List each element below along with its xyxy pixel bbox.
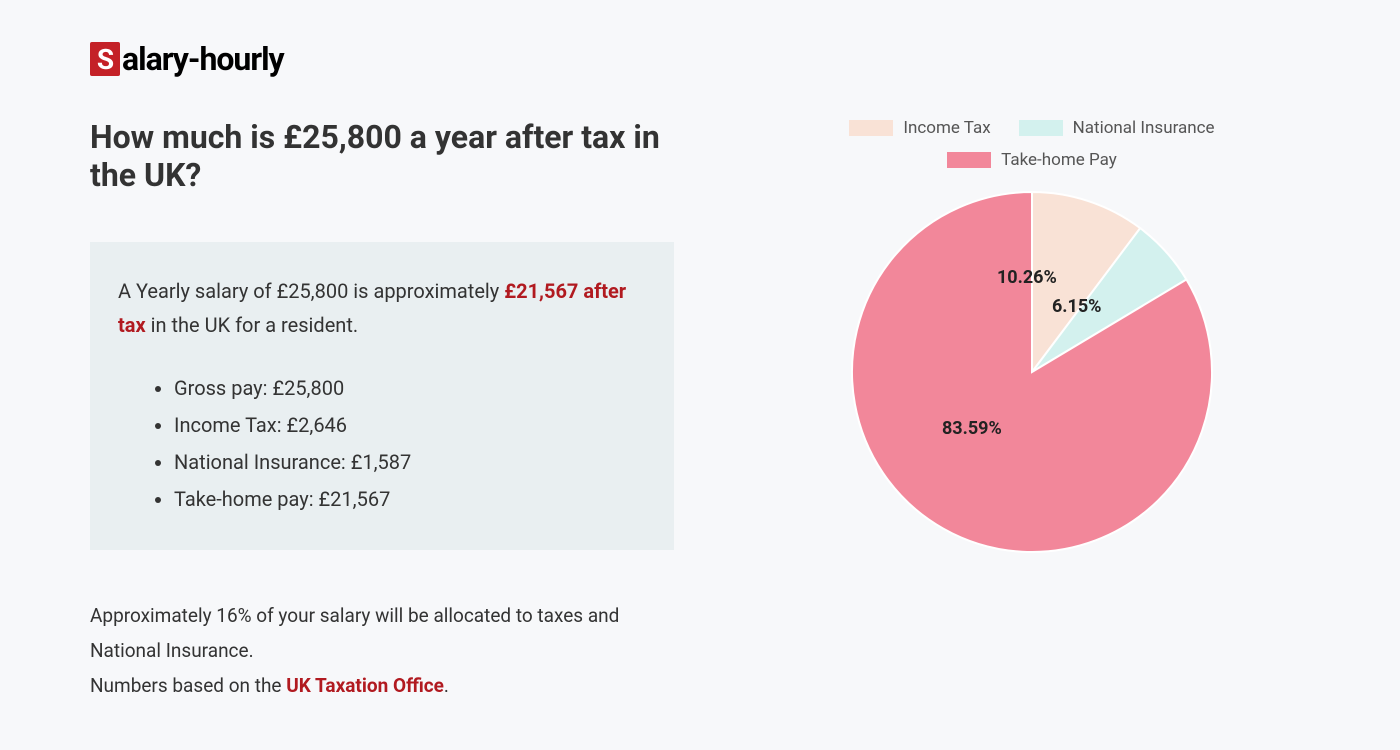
- list-item: Take-home pay: £21,567: [174, 481, 646, 518]
- main-content: How much is £25,800 a year after tax in …: [90, 118, 1310, 703]
- list-item: National Insurance: £1,587: [174, 444, 646, 481]
- right-column: Income Tax National Insurance Take-home …: [754, 118, 1310, 703]
- chart-legend: Income Tax National Insurance Take-home …: [812, 118, 1252, 170]
- site-logo: Salary-hourly: [90, 40, 1310, 78]
- pie-chart: 10.26% 6.15% 83.59%: [842, 182, 1222, 562]
- summary-suffix: in the UK for a resident.: [146, 313, 359, 337]
- uk-tax-office-link[interactable]: UK Taxation Office: [286, 674, 444, 697]
- legend-item-take-home: Take-home Pay: [947, 150, 1117, 170]
- list-item: Gross pay: £25,800: [174, 370, 646, 407]
- left-column: How much is £25,800 a year after tax in …: [90, 118, 674, 703]
- summary-list: Gross pay: £25,800 Income Tax: £2,646 Na…: [118, 370, 646, 518]
- legend-label: National Insurance: [1073, 118, 1215, 138]
- footer-line2-prefix: Numbers based on the: [90, 674, 286, 697]
- summary-box: A Yearly salary of £25,800 is approximat…: [90, 242, 674, 550]
- legend-label: Income Tax: [903, 118, 990, 138]
- footer-line2: Numbers based on the UK Taxation Office.: [90, 668, 674, 703]
- summary-paragraph: A Yearly salary of £25,800 is approximat…: [118, 274, 646, 342]
- pie-slice-label: 83.59%: [942, 418, 1002, 439]
- pie-slice-label: 6.15%: [1052, 296, 1102, 317]
- legend-item-national-insurance: National Insurance: [1019, 118, 1215, 138]
- list-item: Income Tax: £2,646: [174, 407, 646, 444]
- pie-slice-label: 10.26%: [997, 267, 1057, 288]
- legend-item-income-tax: Income Tax: [849, 118, 990, 138]
- legend-swatch: [849, 120, 893, 136]
- legend-label: Take-home Pay: [1001, 150, 1117, 170]
- summary-prefix: A Yearly salary of £25,800 is approximat…: [118, 279, 504, 303]
- logo-s-box: S: [90, 42, 120, 76]
- logo-text: alary-hourly: [122, 40, 284, 78]
- pie-svg: [842, 182, 1222, 562]
- legend-swatch: [1019, 120, 1063, 136]
- footer-line2-suffix: .: [444, 674, 449, 697]
- page-title: How much is £25,800 a year after tax in …: [90, 118, 674, 194]
- footer-line1: Approximately 16% of your salary will be…: [90, 598, 674, 668]
- legend-swatch: [947, 152, 991, 168]
